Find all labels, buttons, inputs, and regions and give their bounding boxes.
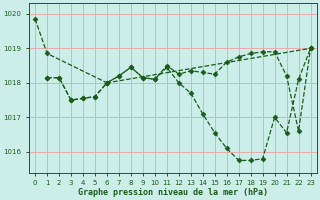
X-axis label: Graphe pression niveau de la mer (hPa): Graphe pression niveau de la mer (hPa) [78,188,268,197]
